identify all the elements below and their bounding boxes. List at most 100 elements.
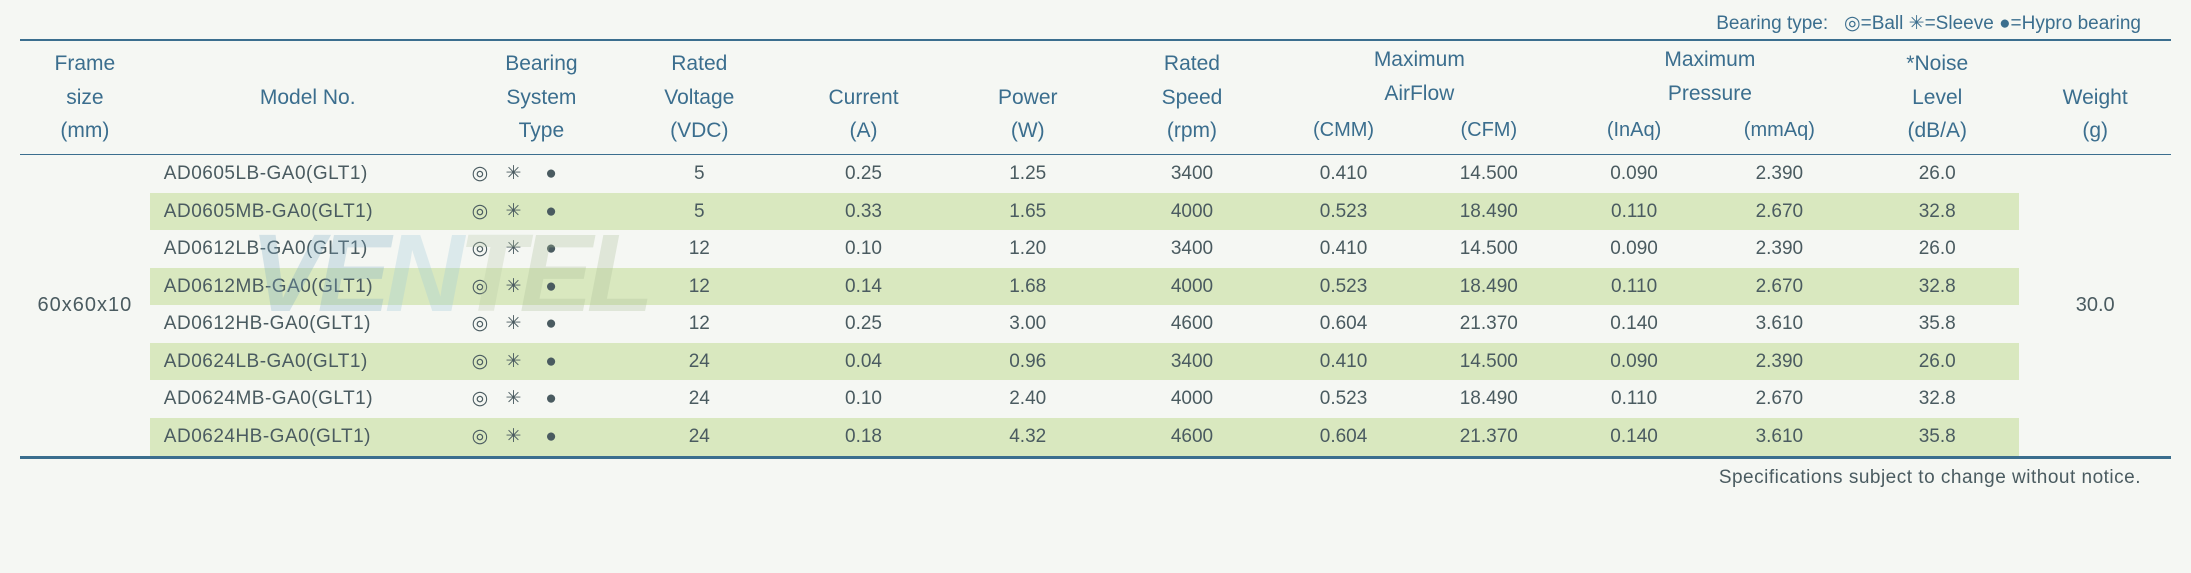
cmm-cell: 0.523	[1274, 268, 1413, 306]
noise-cell: 26.0	[1855, 230, 2019, 268]
speed-cell: 4000	[1110, 193, 1274, 231]
inaq-cell: 0.090	[1565, 230, 1704, 268]
table-row: AD0624HB-GA0(GLT1)◎ ✳●240.184.3246000.60…	[20, 418, 2171, 457]
power-cell: 0.96	[946, 343, 1110, 381]
legend-symbol-hypro: ●	[1999, 13, 2010, 34]
table-row: 60x60x10AD0605LB-GA0(GLT1)◎ ✳●50.251.253…	[20, 155, 2171, 193]
legend-label-hypro: =Hypro bearing	[2011, 13, 2141, 34]
hdr-noise: *Noise Level (dB/A)	[1855, 40, 2019, 155]
power-cell: 1.65	[946, 193, 1110, 231]
speed-cell: 4000	[1110, 380, 1274, 418]
power-cell: 3.00	[946, 305, 1110, 343]
bearing-cell: ◎ ✳●	[466, 380, 618, 418]
cfm-cell: 18.490	[1413, 193, 1565, 231]
noise-cell: 35.8	[1855, 418, 2019, 457]
bearing-cell: ◎ ✳●	[466, 155, 618, 193]
inaq-cell: 0.090	[1565, 155, 1704, 193]
curr-cell: 0.14	[781, 268, 945, 306]
curr-cell: 0.25	[781, 305, 945, 343]
hdr-pressure: Maximum Pressure	[1565, 40, 1856, 112]
hdr-mmaq: (mmAq)	[1704, 112, 1856, 155]
inaq-cell: 0.110	[1565, 380, 1704, 418]
legend-label-ball: =Ball	[1861, 13, 1904, 34]
bearing-cell: ◎ ✳●	[466, 268, 618, 306]
curr-cell: 0.04	[781, 343, 945, 381]
inaq-cell: 0.110	[1565, 193, 1704, 231]
power-cell: 1.68	[946, 268, 1110, 306]
power-cell: 1.20	[946, 230, 1110, 268]
model-cell: AD0624MB-GA0(GLT1)	[150, 380, 466, 418]
model-cell: AD0624HB-GA0(GLT1)	[150, 418, 466, 457]
noise-cell: 32.8	[1855, 268, 2019, 306]
mmaq-cell: 2.670	[1704, 380, 1856, 418]
mmaq-cell: 2.390	[1704, 155, 1856, 193]
cmm-cell: 0.523	[1274, 193, 1413, 231]
curr-cell: 0.18	[781, 418, 945, 457]
power-cell: 4.32	[946, 418, 1110, 457]
power-cell: 1.25	[946, 155, 1110, 193]
speed-cell: 4000	[1110, 268, 1274, 306]
speed-cell: 3400	[1110, 343, 1274, 381]
volt-cell: 24	[617, 380, 781, 418]
legend-label-sleeve: =Sleeve	[1925, 13, 1994, 34]
frame-size-cell: 60x60x10	[20, 155, 150, 457]
cmm-cell: 0.410	[1274, 155, 1413, 193]
cmm-cell: 0.604	[1274, 418, 1413, 457]
model-cell: AD0612HB-GA0(GLT1)	[150, 305, 466, 343]
volt-cell: 24	[617, 343, 781, 381]
hdr-power: Power (W)	[946, 40, 1110, 155]
hdr-cmm: (CMM)	[1274, 112, 1413, 155]
hdr-current: Current (A)	[781, 40, 945, 155]
table-header: Frame size (mm) Model No. Bearing System…	[20, 40, 2171, 155]
model-cell: AD0612MB-GA0(GLT1)	[150, 268, 466, 306]
bearing-cell: ◎ ✳●	[466, 418, 618, 457]
inaq-cell: 0.140	[1565, 305, 1704, 343]
volt-cell: 5	[617, 193, 781, 231]
noise-cell: 32.8	[1855, 193, 2019, 231]
table-row: AD0612LB-GA0(GLT1)◎ ✳●120.101.2034000.41…	[20, 230, 2171, 268]
cfm-cell: 14.500	[1413, 155, 1565, 193]
noise-cell: 35.8	[1855, 305, 2019, 343]
footnote: Specifications subject to change without…	[20, 459, 2171, 489]
table-row: AD0624MB-GA0(GLT1)◎ ✳●240.102.4040000.52…	[20, 380, 2171, 418]
volt-cell: 12	[617, 268, 781, 306]
table-row: AD0612HB-GA0(GLT1)◎ ✳●120.253.0046000.60…	[20, 305, 2171, 343]
cfm-cell: 14.500	[1413, 230, 1565, 268]
hdr-weight: Weight (g)	[2019, 40, 2171, 155]
noise-cell: 26.0	[1855, 155, 2019, 193]
volt-cell: 5	[617, 155, 781, 193]
cfm-cell: 18.490	[1413, 380, 1565, 418]
volt-cell: 24	[617, 418, 781, 457]
table-body: 60x60x10AD0605LB-GA0(GLT1)◎ ✳●50.251.253…	[20, 155, 2171, 457]
mmaq-cell: 2.670	[1704, 193, 1856, 231]
power-cell: 2.40	[946, 380, 1110, 418]
legend-symbol-sleeve: ✳	[1909, 13, 1925, 34]
curr-cell: 0.33	[781, 193, 945, 231]
cmm-cell: 0.410	[1274, 230, 1413, 268]
model-cell: AD0624LB-GA0(GLT1)	[150, 343, 466, 381]
inaq-cell: 0.140	[1565, 418, 1704, 457]
speed-cell: 4600	[1110, 418, 1274, 457]
speed-cell: 3400	[1110, 155, 1274, 193]
curr-cell: 0.10	[781, 230, 945, 268]
bearing-cell: ◎ ✳●	[466, 305, 618, 343]
speed-cell: 3400	[1110, 230, 1274, 268]
cmm-cell: 0.523	[1274, 380, 1413, 418]
mmaq-cell: 3.610	[1704, 305, 1856, 343]
cmm-cell: 0.604	[1274, 305, 1413, 343]
bearing-cell: ◎ ✳●	[466, 193, 618, 231]
hdr-frame: Frame size (mm)	[20, 40, 150, 155]
table-row: AD0605MB-GA0(GLT1)◎ ✳●50.331.6540000.523…	[20, 193, 2171, 231]
bearing-cell: ◎ ✳●	[466, 343, 618, 381]
cfm-cell: 14.500	[1413, 343, 1565, 381]
mmaq-cell: 3.610	[1704, 418, 1856, 457]
weight-cell: 30.0	[2019, 155, 2171, 457]
volt-cell: 12	[617, 305, 781, 343]
spec-table: Frame size (mm) Model No. Bearing System…	[20, 39, 2171, 459]
cmm-cell: 0.410	[1274, 343, 1413, 381]
hdr-airflow: Maximum AirFlow	[1274, 40, 1565, 112]
speed-cell: 4600	[1110, 305, 1274, 343]
hdr-speed: Rated Speed (rpm)	[1110, 40, 1274, 155]
inaq-cell: 0.110	[1565, 268, 1704, 306]
bearing-legend: Bearing type: ◎=Ball ✳=Sleeve ●=Hypro be…	[20, 12, 2171, 35]
